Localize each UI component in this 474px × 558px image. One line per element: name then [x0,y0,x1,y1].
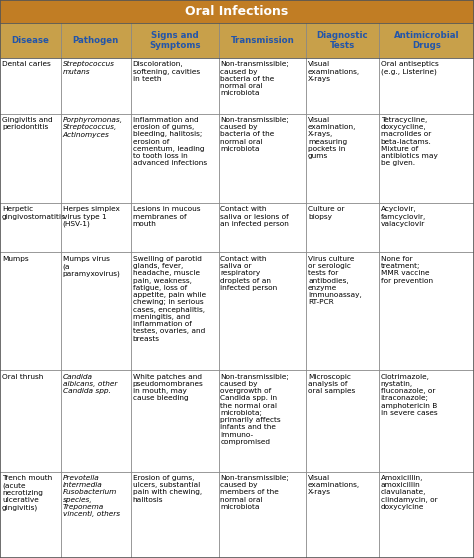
Bar [0,23,474,58]
Bar [0,0,474,23]
Text: Amoxicillin,
amoxicillin
clavulanate,
clindamycin, or
doxycylcine: Amoxicillin, amoxicillin clavulanate, cl… [381,475,437,510]
Text: Inflammation and
erosion of gums,
bleeding, halitosis;
erosion of
cementum, lead: Inflammation and erosion of gums, bleedi… [133,117,207,166]
Text: Oral thrush: Oral thrush [2,373,43,379]
Text: Porphyromonas,
Streptococcus,
Actinomyces: Porphyromonas, Streptococcus, Actinomyce… [63,117,123,138]
Text: Oral Infections: Oral Infections [185,5,289,18]
Text: Antimicrobial
Drugs: Antimicrobial Drugs [393,31,459,50]
Bar [0,370,474,472]
Text: Transmission: Transmission [230,36,294,45]
Text: Clotrimazole,
nystatin,
fluconazole, or
itraconazole;
amphotericin B
in severe c: Clotrimazole, nystatin, fluconazole, or … [381,373,437,416]
Text: Gingivitis and
periodontitis: Gingivitis and periodontitis [2,117,53,130]
Text: Culture or
biopsy: Culture or biopsy [308,206,345,219]
Text: Dental caries: Dental caries [2,61,51,68]
Text: Pathogen: Pathogen [73,36,119,45]
Text: Discoloration,
softening, cavities
in teeth: Discoloration, softening, cavities in te… [133,61,200,82]
Text: Streptococcus
mutans: Streptococcus mutans [63,61,115,75]
Text: Prevotella
intermedia
Fusobacterium
species,
Treponema
vincenti, others: Prevotella intermedia Fusobacterium spec… [63,475,120,517]
Text: Herpes simplex
virus type 1
(HSV-1): Herpes simplex virus type 1 (HSV-1) [63,206,119,227]
Bar [0,113,474,203]
Text: Contact with
saliva or
respiratory
droplets of an
infected person: Contact with saliva or respiratory dropl… [220,256,278,291]
Text: Visual
examinations,
X-rays: Visual examinations, X-rays [308,61,360,82]
Text: Mumps virus
(a
paramyxovirus): Mumps virus (a paramyxovirus) [63,256,120,277]
Text: Microscopic
analysis of
oral samples: Microscopic analysis of oral samples [308,373,356,394]
Bar [0,252,474,370]
Text: Non-transmissible;
caused by
overgrowth of
Candida spp. in
the normal oral
micro: Non-transmissible; caused by overgrowth … [220,373,289,445]
Text: Virus culture
or serologic
tests for
antibodies,
enzyme
immunoassay,
RT-PCR: Virus culture or serologic tests for ant… [308,256,362,305]
Text: Tetracycline,
doxycycline,
macrolides or
beta-lactams.
Mixture of
antibiotics ma: Tetracycline, doxycycline, macrolides or… [381,117,438,166]
Bar [0,58,474,113]
Text: Visual
examination,
X-rays,
measuring
pockets in
gums: Visual examination, X-rays, measuring po… [308,117,356,159]
Text: Acyclovir,
famcyclovir,
valacyclovir: Acyclovir, famcyclovir, valacyclovir [381,206,426,227]
Text: Non-transmissible;
caused by
bacteria of the
normal oral
microbiota: Non-transmissible; caused by bacteria of… [220,117,289,152]
Bar [0,472,474,558]
Bar [0,203,474,252]
Text: Swelling of parotid
glands, fever,
headache, muscle
pain, weakness,
fatigue, los: Swelling of parotid glands, fever, heada… [133,256,206,341]
Text: None for
treatment;
MMR vaccine
for prevention: None for treatment; MMR vaccine for prev… [381,256,433,283]
Text: Candida
albicans, other
Candida spp.: Candida albicans, other Candida spp. [63,373,117,394]
Text: Visual
examinations,
X-rays: Visual examinations, X-rays [308,475,360,496]
Text: White patches and
pseudomombranes
in mouth, may
cause bleeding: White patches and pseudomombranes in mou… [133,373,203,401]
Text: Herpetic
gingivostomatitis: Herpetic gingivostomatitis [2,206,65,219]
Text: Diagnostic
Tests: Diagnostic Tests [317,31,368,50]
Text: Lesions in mucous
membranes of
mouth: Lesions in mucous membranes of mouth [133,206,200,227]
Text: Disease: Disease [11,36,49,45]
Text: Trench mouth
(acute
necrotizing
ulcerative
gingivitis): Trench mouth (acute necrotizing ulcerati… [2,475,52,511]
Text: Non-transmissible;
caused by
members of the
normal oral
microbiota: Non-transmissible; caused by members of … [220,475,289,510]
Text: Signs and
Symptoms: Signs and Symptoms [149,31,201,50]
Text: Erosion of gums,
ulcers, substantial
pain with chewing,
halitosis: Erosion of gums, ulcers, substantial pai… [133,475,202,503]
Text: Contact with
saliva or lesions of
an infected person: Contact with saliva or lesions of an inf… [220,206,289,227]
Text: Oral antiseptics
(e.g., Listerine): Oral antiseptics (e.g., Listerine) [381,61,438,75]
Text: Non-transmissible;
caused by
bacteria of the
normal oral
microbiota: Non-transmissible; caused by bacteria of… [220,61,289,97]
Text: Mumps: Mumps [2,256,28,262]
